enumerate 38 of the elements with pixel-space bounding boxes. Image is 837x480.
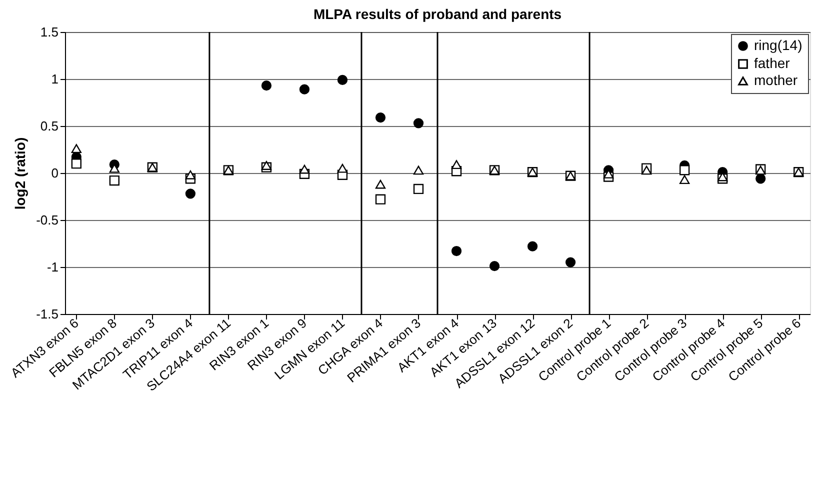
point xyxy=(679,165,690,176)
point xyxy=(413,184,424,194)
y-tick-label: 0.5 xyxy=(40,118,58,134)
point xyxy=(299,164,310,174)
point xyxy=(261,80,272,91)
point xyxy=(71,158,82,169)
point xyxy=(565,257,576,268)
y-tick-label: 1 xyxy=(51,72,58,86)
point xyxy=(71,144,82,154)
point xyxy=(641,166,652,175)
point xyxy=(679,175,690,184)
legend-label: mother xyxy=(754,72,798,88)
point xyxy=(451,246,462,256)
point xyxy=(413,166,424,175)
point xyxy=(489,260,500,272)
y-tick-label: -0.5 xyxy=(36,212,58,228)
y-tick-label: 0 xyxy=(51,166,58,180)
point xyxy=(451,160,462,170)
chart-title: MLPA results of proband and parents xyxy=(313,6,562,22)
legend-label: father xyxy=(754,55,790,71)
point xyxy=(337,164,348,173)
point xyxy=(413,118,424,128)
legend-label: ring(14) xyxy=(754,37,802,53)
point xyxy=(375,194,386,204)
y-axis-title: log2 (ratio) xyxy=(12,137,28,210)
point xyxy=(261,161,272,170)
point xyxy=(299,84,310,94)
y-tick-label: 1.5 xyxy=(40,24,58,40)
y-tick-label: -1.5 xyxy=(36,306,58,322)
point xyxy=(109,175,120,186)
point xyxy=(375,112,386,123)
point xyxy=(527,241,538,252)
point xyxy=(375,180,386,189)
point xyxy=(756,174,766,184)
point xyxy=(185,188,196,199)
point xyxy=(337,74,348,86)
point xyxy=(185,170,196,180)
y-tick-label: -1 xyxy=(46,260,58,274)
